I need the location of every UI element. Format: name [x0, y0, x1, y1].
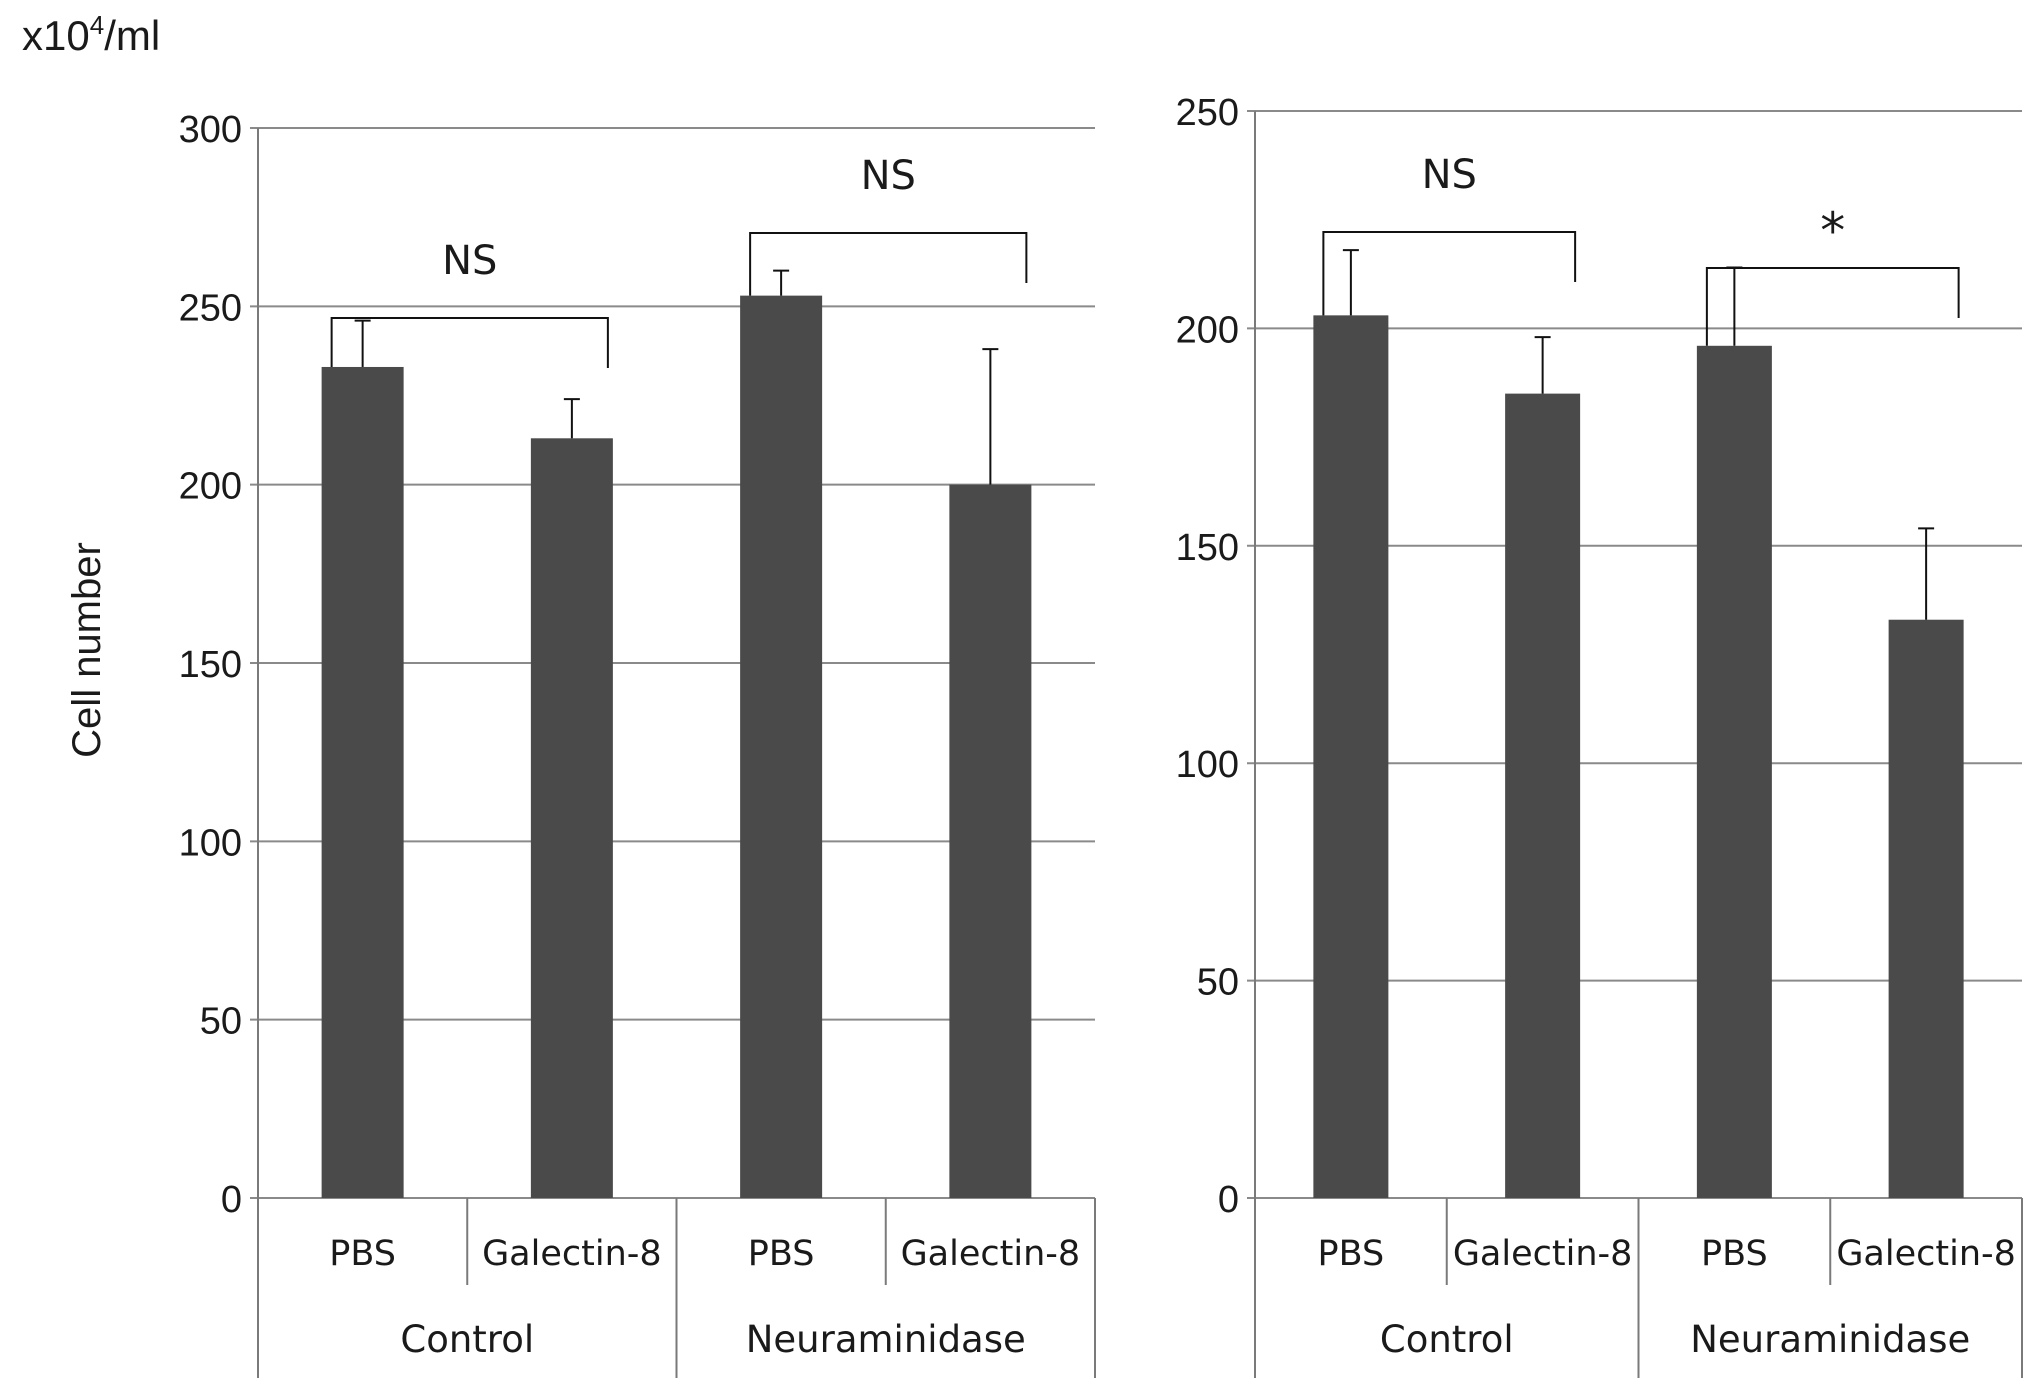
significance-bracket [1322, 231, 1577, 316]
bar [530, 438, 613, 1198]
significance-label: NS [861, 153, 916, 199]
y-tick-label: 250 [179, 287, 242, 329]
bar [740, 295, 823, 1199]
bar [321, 366, 404, 1198]
significance-bracket [330, 317, 609, 368]
chart-right: 0 50 100 150 200 250 PBS Galectin-8 PBS Galectin-… [1176, 92, 2023, 1378]
group-label: Neuraminidase [746, 1318, 1026, 1361]
x-tick-label: PBS [329, 1234, 396, 1274]
y-tick-label: 300 [179, 109, 242, 151]
x-tick-label: Galectin-8 [482, 1234, 662, 1274]
y-tick-label: 150 [1176, 527, 1239, 569]
bar [1505, 393, 1581, 1198]
y-tick-label: 200 [1176, 309, 1239, 351]
bar [949, 484, 1032, 1199]
unit-base: x10 [22, 12, 90, 59]
y-tick-label: 100 [1176, 744, 1239, 786]
unit-superscript: 4 [90, 10, 104, 40]
x-tick-label: PBS [748, 1234, 815, 1274]
x-tick-label: Galectin-8 [901, 1234, 1081, 1274]
y-tick-label: 100 [179, 822, 242, 864]
x-tick-label: PBS [1318, 1234, 1385, 1274]
significance-bracket [749, 232, 1028, 296]
chart-left: 0 50 100 150 200 250 300 PBS Galectin-8 PBS Galect… [179, 109, 1096, 1378]
bar [1313, 315, 1389, 1199]
x-tick-label: Galectin-8 [1453, 1234, 1633, 1274]
unit-suffix: /ml [104, 12, 160, 59]
bar [1696, 345, 1772, 1198]
unit-label: x104/ml [22, 10, 160, 59]
y-tick-label: 200 [179, 466, 242, 508]
x-tick-label: Galectin-8 [1836, 1234, 2016, 1274]
y-tick-label: 0 [1218, 1179, 1239, 1221]
y-tick-label: 50 [1197, 962, 1239, 1004]
significance-label: * [1820, 202, 1845, 260]
bar [1888, 619, 1964, 1198]
y-tick-label: 150 [179, 644, 242, 686]
y-tick-label: 250 [1176, 92, 1239, 134]
group-label: Control [400, 1318, 534, 1361]
significance-bracket [1705, 267, 1960, 346]
y-tick-label: 50 [200, 1001, 242, 1043]
significance-label: NS [442, 238, 497, 284]
x-tick-label: PBS [1701, 1234, 1768, 1274]
group-label: Neuraminidase [1690, 1318, 1970, 1361]
significance-label: NS [1422, 152, 1477, 198]
group-label: Control [1380, 1318, 1514, 1361]
y-axis-label: Cell number [65, 542, 109, 758]
y-tick-label: 0 [221, 1179, 242, 1221]
